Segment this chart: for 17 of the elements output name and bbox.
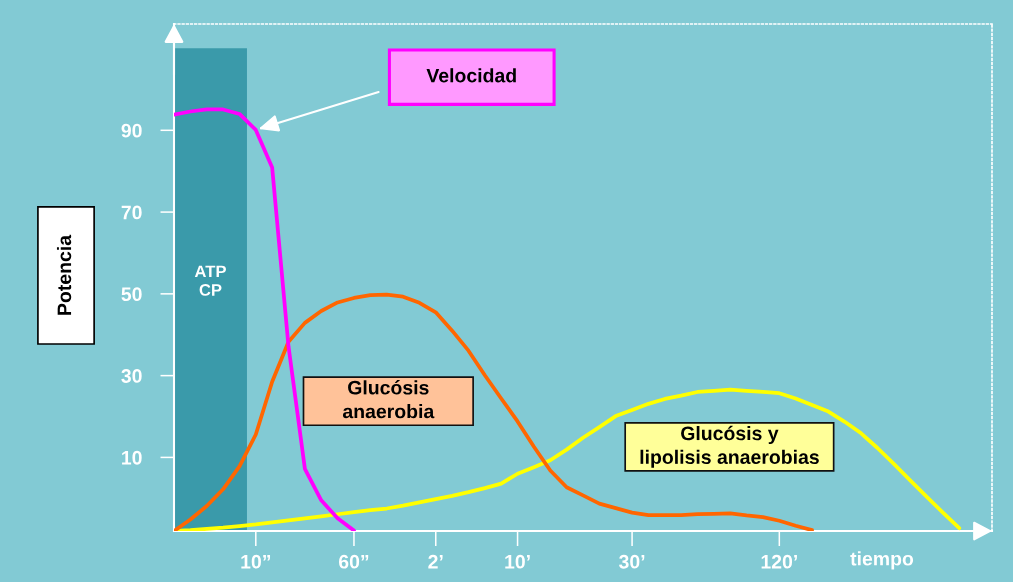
y-tick-label: 30 bbox=[121, 369, 142, 383]
y-axis-title: Potencia bbox=[56, 234, 72, 315]
annotation: ATP CP bbox=[194, 265, 226, 296]
y-tick-label: 70 bbox=[121, 205, 142, 220]
x-tick-label: 30’ bbox=[619, 554, 645, 569]
x-tick-label: 10” bbox=[241, 554, 271, 569]
y-tick-label: 10 bbox=[122, 450, 142, 465]
text: Glucósis anaerobia bbox=[342, 380, 435, 419]
y-tick-label: 90 bbox=[121, 123, 142, 138]
x-axis-title: tiempo bbox=[850, 551, 914, 570]
x-tick-label: 10’ bbox=[505, 554, 530, 569]
y-tick-label: 50 bbox=[121, 287, 142, 302]
x-tick-label: 60” bbox=[339, 554, 369, 569]
series-label: Glucósis y lipolisis anaerobias bbox=[640, 425, 819, 468]
text: Velocidad bbox=[426, 68, 516, 83]
x-tick-label: 2’ bbox=[428, 554, 443, 569]
x-tick-label: 120’ bbox=[761, 554, 797, 569]
